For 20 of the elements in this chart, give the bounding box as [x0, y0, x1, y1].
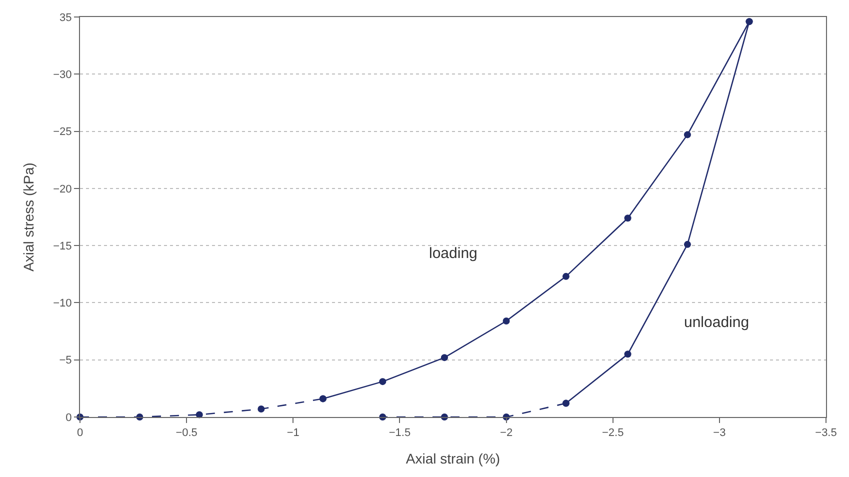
y-tick-label: −20	[53, 183, 72, 196]
annotation: loading	[429, 245, 478, 262]
x-tick-label: −1	[286, 427, 300, 440]
x-axis-title: Axial strain (%)	[406, 450, 500, 466]
y-tick-label: −30	[53, 68, 72, 81]
x-tick-label: −3	[713, 427, 726, 440]
x-tick-label: 0	[76, 427, 84, 440]
x-tick-label: −3.5	[815, 427, 837, 440]
y-tick-label: −5	[59, 354, 72, 367]
y-tick-label: −25	[53, 126, 72, 138]
y-tick-label: −10	[53, 298, 72, 310]
y-tick-label: 0	[66, 412, 72, 424]
annotation: unloading	[684, 314, 750, 331]
x-tick-label: −2.5	[602, 427, 624, 440]
y-tick-label: −15	[53, 240, 72, 252]
x-tick-label: −1.5	[388, 427, 411, 440]
y-tick-label: 35	[60, 12, 72, 24]
y-axis-title: Axial stress (kPa)	[20, 162, 37, 272]
x-tick-label: −0.5	[176, 427, 198, 440]
x-tick-label: −2	[500, 427, 513, 440]
